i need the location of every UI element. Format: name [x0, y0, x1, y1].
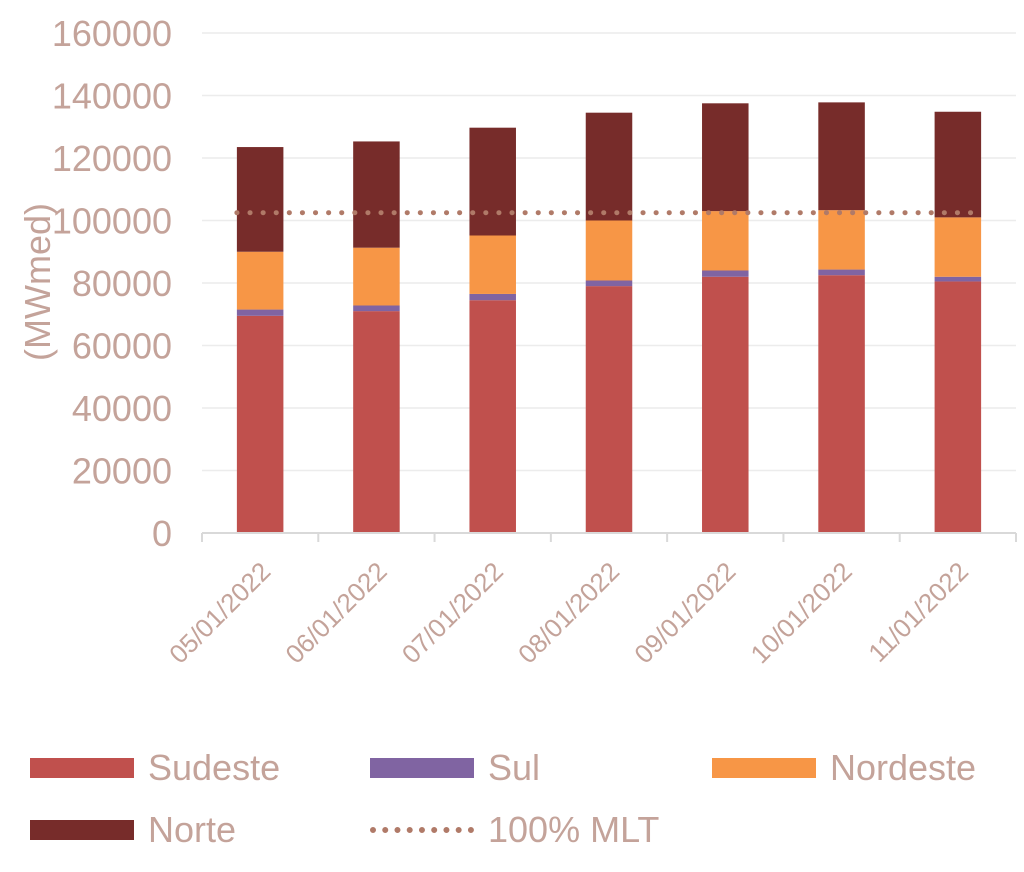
bar-segment-nordeste [818, 210, 865, 270]
bar-segment-sudeste [353, 311, 400, 533]
stacked-bar-chart: 0 20000 40000 60000 80000 100000 120000 140000 1… [17, 13, 1017, 669]
bar-segment-nordeste [934, 217, 982, 277]
bar-segment-sul [934, 276, 982, 282]
y-tick-label: 60000 [72, 326, 172, 367]
bar-segment-nordeste [236, 251, 284, 310]
legend-label-sudeste: Sudeste [148, 747, 281, 788]
legend-item-sudeste: Sudeste [30, 747, 281, 788]
bar-segment-sudeste [236, 315, 284, 533]
bar-segment-sul [702, 270, 749, 277]
legend-item-norte: Norte [30, 809, 237, 850]
bars [236, 102, 982, 533]
x-tick-label: 10/01/2022 [745, 556, 858, 669]
y-tick-label: 0 [152, 513, 172, 554]
y-tick-label: 140000 [52, 76, 172, 117]
y-tick-label: 160000 [52, 13, 172, 54]
legend-swatch-sul [370, 758, 474, 778]
x-tick-label: 07/01/2022 [396, 556, 509, 669]
legend-label-nordeste: Nordeste [830, 747, 977, 788]
bar-segment-sudeste [469, 300, 516, 533]
x-tick-labels: 05/01/2022 06/01/2022 07/01/2022 08/01/2022… [163, 556, 974, 669]
legend-item-mlt: 100% MLT [370, 809, 660, 850]
x-tick-label: 06/01/2022 [279, 556, 392, 669]
bar-segment-sudeste [934, 281, 982, 533]
bar-segment-norte [818, 102, 865, 211]
legend-label-mlt: 100% MLT [488, 809, 660, 850]
bar-segment-sul [585, 280, 633, 287]
axes [201, 532, 1017, 542]
bar-segment-nordeste [702, 211, 749, 271]
bar-segment-sudeste [702, 276, 749, 533]
bar-segment-sudeste [585, 286, 633, 533]
bar-segment-nordeste [353, 247, 400, 306]
x-tick-label: 09/01/2022 [628, 556, 741, 669]
x-tick-label: 11/01/2022 [862, 556, 974, 668]
bar-segment-sul [469, 293, 516, 301]
y-axis-label: (MWmed) [17, 203, 58, 361]
bar-segment-sudeste [818, 275, 865, 533]
bar-segment-sul [353, 305, 400, 312]
bar-segment-nordeste [469, 235, 516, 294]
legend-swatch-sudeste [30, 758, 134, 778]
bar-segment-norte [934, 111, 982, 218]
legend-item-nordeste: Nordeste [712, 747, 977, 788]
legend-swatch-nordeste [712, 758, 816, 778]
y-tick-label: 100000 [52, 201, 172, 242]
bar-segment-norte [585, 112, 633, 221]
legend-label-norte: Norte [148, 809, 237, 850]
legend-swatch-mlt [370, 827, 474, 833]
x-tick-label: 05/01/2022 [163, 556, 276, 669]
y-tick-label: 40000 [72, 388, 172, 429]
bar-segment-norte [469, 127, 516, 236]
y-tick-label: 120000 [52, 138, 172, 179]
legend-item-sul: Sul [370, 747, 541, 788]
bar-segment-sul [236, 309, 284, 316]
y-tick-labels: 0 20000 40000 60000 80000 100000 120000 140000 1… [52, 13, 172, 554]
legend-swatch-norte [30, 820, 134, 840]
bar-segment-norte [353, 141, 400, 248]
bar-segment-norte [702, 103, 749, 212]
bar-segment-nordeste [585, 220, 633, 281]
x-tick-label: 08/01/2022 [512, 556, 625, 669]
y-tick-label: 80000 [72, 263, 172, 304]
legend: Sudeste Sul Nordeste Norte 100% MLT [0, 738, 1024, 858]
y-tick-label: 20000 [72, 451, 172, 492]
bar-segment-norte [236, 147, 284, 252]
legend-label-sul: Sul [488, 747, 541, 788]
bar-segment-sul [818, 269, 865, 276]
